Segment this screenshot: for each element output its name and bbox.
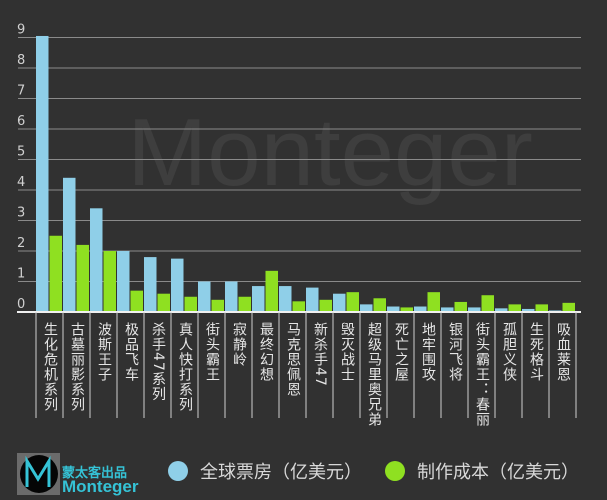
y-tick-label: 9 [17, 23, 25, 38]
x-tick-label: 孤胆义侠 [501, 322, 517, 382]
y-tick-label: 5 [17, 145, 25, 160]
legend-item-box-office: 全球票房（亿美元） [168, 458, 362, 484]
legend-item-cost: 制作成本（亿美元） [385, 458, 579, 484]
x-tick-label: 波斯王子 [96, 322, 112, 382]
box-office-bar [90, 208, 103, 312]
y-tick-label: 0 [17, 297, 25, 312]
box-office-bar [225, 281, 238, 312]
x-tick-label: 街头霸王 [204, 322, 220, 382]
box-office-bar [522, 308, 535, 312]
legend-swatch [385, 461, 405, 481]
logo [17, 453, 60, 495]
x-tick-label: 最终幻想 [258, 322, 274, 382]
x-tick-label: 杀手47系列 [150, 322, 166, 402]
x-tick-label: 地牢围攻 [420, 322, 436, 382]
x-tick-label: 银河飞将 [447, 322, 463, 382]
x-tick-label: 马克思佩恩 [285, 322, 301, 397]
cost-bar [184, 296, 197, 312]
cost-bar [211, 299, 224, 312]
x-tick-label: 毁灭战士 [339, 322, 355, 382]
box-office-bar [441, 307, 454, 312]
x-tick-label: 吸血莱恩 [555, 322, 571, 382]
cost-bar [103, 251, 116, 312]
cost-bar [454, 301, 467, 312]
box-office-bar [252, 286, 265, 312]
cost-bar [508, 304, 521, 312]
cost-bar [130, 290, 143, 312]
box-office-bar [198, 281, 211, 312]
x-tick-label: 极品飞车 [123, 322, 139, 382]
cost-bar [265, 270, 278, 312]
box-office-bar [306, 287, 319, 312]
box-office-bar [333, 293, 346, 312]
x-tick-label: 古墓丽影系列 [69, 322, 85, 412]
y-tick-label: 3 [17, 206, 25, 221]
y-tick-label: 6 [17, 114, 25, 129]
y-tick-label: 4 [17, 175, 25, 190]
box-office-bar [279, 286, 292, 312]
legend-swatch [168, 461, 188, 481]
cost-bar [427, 292, 440, 312]
cost-bar [238, 296, 251, 312]
cost-bar [346, 292, 359, 312]
box-office-bar [171, 258, 184, 312]
cost-bar [400, 307, 413, 312]
x-tick-label: 死亡之屋 [393, 322, 409, 382]
cost-bar [319, 299, 332, 312]
box-office-bar [36, 35, 49, 312]
cost-bar [76, 244, 89, 312]
x-tick-label: 生化危机系列 [42, 322, 58, 412]
y-tick-label: 8 [17, 53, 25, 68]
box-office-bar [495, 308, 508, 312]
y-tick-label: 7 [17, 84, 25, 99]
watermark: Monteger [127, 99, 533, 206]
x-tick-label: 寂静岭 [231, 322, 247, 367]
box-office-bar [63, 177, 76, 312]
cost-bar [373, 298, 386, 312]
cost-bar [535, 304, 548, 312]
legend-label: 制作成本（亿美元） [417, 462, 579, 483]
x-tick-label: 街头霸王：春丽 [474, 322, 490, 427]
cost-bar [481, 295, 494, 312]
brand: 蒙太客出品 Monteger [62, 465, 139, 496]
x-tick-label: 真人快打系列 [177, 322, 193, 412]
cost-bar [292, 301, 305, 312]
x-tick-label: 新杀手47 [312, 322, 328, 387]
y-tick-label: 2 [17, 236, 25, 251]
y-tick-label: 1 [17, 267, 25, 282]
x-tick-label: 超级马里奥兄弟 [366, 322, 382, 427]
brand-cn: 蒙太客出品 [62, 465, 128, 480]
box-office-bar [468, 307, 481, 312]
box-office-bar [387, 306, 400, 312]
box-office-bar [414, 306, 427, 312]
box-office-bar [360, 304, 373, 312]
box-office-bar [144, 257, 157, 312]
legend-label: 全球票房（亿美元） [200, 462, 362, 483]
cost-bar [49, 235, 62, 312]
x-tick-label: 生死格斗 [528, 322, 544, 382]
box-office-bar [117, 251, 130, 312]
cost-bar [562, 302, 575, 312]
brand-en: Monteger [62, 477, 139, 496]
cost-bar [157, 293, 170, 312]
